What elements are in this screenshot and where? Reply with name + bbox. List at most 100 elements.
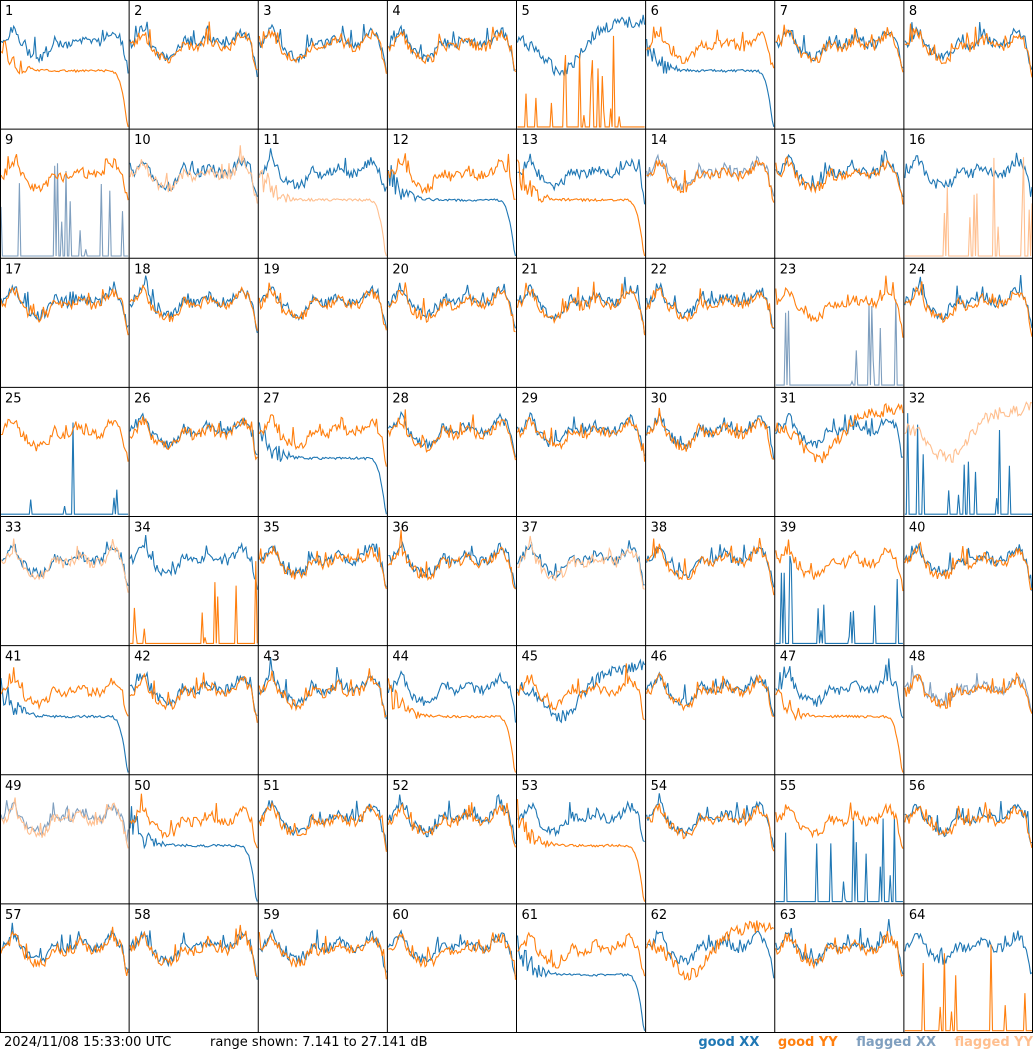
panel-6: 6 xyxy=(646,4,775,128)
panel-label-6: 6 xyxy=(651,4,659,19)
panel-60: 60 xyxy=(387,908,517,980)
panel-label-43: 43 xyxy=(263,650,280,665)
series-xx-panel-54 xyxy=(646,793,775,848)
panel-label-1: 1 xyxy=(5,4,13,19)
panel-12: 12 xyxy=(387,133,517,257)
panel-label-41: 41 xyxy=(5,650,22,665)
panel-label-35: 35 xyxy=(263,521,280,536)
series-yy-panel-60 xyxy=(388,932,517,980)
series-yy-panel-46 xyxy=(646,672,775,718)
series-xx-panel-21 xyxy=(517,276,646,335)
panel-1: 1 xyxy=(0,4,129,128)
series-xx-panel-6 xyxy=(646,38,775,128)
series-yy-panel-2 xyxy=(129,21,258,71)
panel-label-32: 32 xyxy=(909,391,926,406)
panel-56: 56 xyxy=(904,779,1033,849)
panel-53: 53 xyxy=(516,779,646,902)
series-xx-panel-5 xyxy=(516,14,646,77)
panel-31: 31 xyxy=(775,391,904,464)
series-yy-panel-38 xyxy=(646,537,775,596)
panel-label-60: 60 xyxy=(392,908,409,923)
panel-62: 62 xyxy=(646,908,775,981)
panel-label-21: 21 xyxy=(522,262,539,277)
series-xx-panel-19 xyxy=(258,284,387,329)
panel-label-61: 61 xyxy=(522,908,539,923)
panel-label-42: 42 xyxy=(134,650,151,665)
series-yy-panel-11 xyxy=(258,169,387,257)
series-yy-panel-63 xyxy=(775,931,904,977)
panel-3: 3 xyxy=(258,4,387,74)
panel-26: 26 xyxy=(129,391,258,461)
panel-label-12: 12 xyxy=(392,133,409,148)
panel-label-14: 14 xyxy=(651,133,668,148)
panel-50: 50 xyxy=(129,779,258,902)
panel-17: 17 xyxy=(0,262,129,336)
series-yy-panel-25 xyxy=(0,418,129,462)
series-xx-panel-52 xyxy=(387,793,517,845)
series-xx-panel-18 xyxy=(129,275,258,334)
panel-23: 23 xyxy=(775,262,904,386)
panel-label-39: 39 xyxy=(780,521,797,536)
series-xx-panel-40 xyxy=(904,543,1033,592)
series-xx-panel-62 xyxy=(646,929,775,979)
panel-label-17: 17 xyxy=(5,262,22,277)
panel-44: 44 xyxy=(387,650,517,773)
series-yy-panel-24 xyxy=(904,281,1033,337)
panel-8: 8 xyxy=(904,4,1033,78)
panel-label-59: 59 xyxy=(263,908,280,923)
panel-label-15: 15 xyxy=(780,133,797,148)
series-xx-panel-15 xyxy=(775,149,904,198)
timestamp: 2024/11/08 15:33:00 UTC xyxy=(4,1035,172,1050)
series-yy-panel-40 xyxy=(904,541,1033,591)
series-yy-panel-55 xyxy=(775,802,904,849)
series-yy-panel-20 xyxy=(388,282,516,333)
panel-label-30: 30 xyxy=(651,391,668,406)
series-xx-panel-32 xyxy=(904,413,1032,515)
panel-30: 30 xyxy=(646,391,775,460)
series-yy-panel-19 xyxy=(258,282,387,331)
series-xx-panel-8 xyxy=(904,21,1033,70)
series-xx-panel-25 xyxy=(1,422,129,515)
series-yy-panel-44 xyxy=(387,678,517,773)
panel-35: 35 xyxy=(258,521,387,590)
series-yy-panel-1 xyxy=(0,40,129,128)
series-xx-panel-4 xyxy=(388,24,516,72)
panel-55: 55 xyxy=(775,779,904,903)
panel-59: 59 xyxy=(258,908,387,980)
series-xx-panel-46 xyxy=(646,671,775,717)
series-yy-panel-34 xyxy=(130,561,258,644)
panel-label-28: 28 xyxy=(392,391,409,406)
legend-good-xx: good XX xyxy=(698,1035,760,1050)
panel-label-64: 64 xyxy=(909,908,926,923)
series-yy-panel-37 xyxy=(517,535,645,590)
panel-label-57: 57 xyxy=(5,908,22,923)
panel-label-3: 3 xyxy=(263,4,271,19)
panel-58: 58 xyxy=(129,908,258,980)
series-xx-panel-31 xyxy=(775,412,903,458)
series-yy-panel-51 xyxy=(258,801,387,852)
panel-label-27: 27 xyxy=(263,391,280,406)
series-xx-panel-1 xyxy=(0,24,129,74)
legend-flagged-yy: flagged YY xyxy=(954,1035,1033,1050)
series-yy-panel-14 xyxy=(646,158,775,203)
panel-label-13: 13 xyxy=(522,133,539,148)
panel-27: 27 xyxy=(258,391,387,515)
series-xx-panel-42 xyxy=(129,671,258,717)
series-xx-panel-14 xyxy=(646,153,775,197)
series-yy-panel-10 xyxy=(129,145,258,204)
series-xx-panel-23 xyxy=(775,299,903,386)
series-yy-panel-16 xyxy=(904,157,1033,257)
series-xx-panel-26 xyxy=(129,412,258,456)
panel-39: 39 xyxy=(775,521,904,644)
panel-label-10: 10 xyxy=(134,133,151,148)
series-xx-panel-60 xyxy=(387,929,517,977)
series-xx-panel-12 xyxy=(387,165,517,257)
panel-33: 33 xyxy=(0,521,129,593)
panel-label-8: 8 xyxy=(909,4,917,19)
series-yy-panel-31 xyxy=(775,402,904,464)
panel-20: 20 xyxy=(387,262,517,333)
range-shown: range shown: 7.141 to 27.141 dB xyxy=(210,1035,428,1050)
panel-label-31: 31 xyxy=(780,391,797,406)
series-xx-panel-24 xyxy=(904,274,1033,329)
